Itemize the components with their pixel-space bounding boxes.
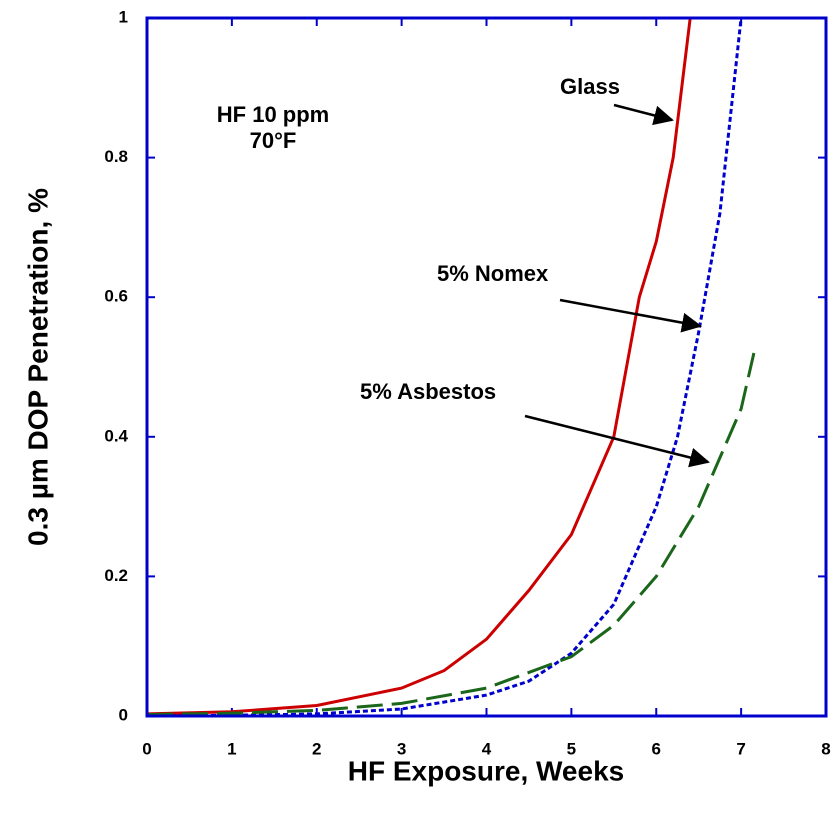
y-tick-label: 0.2 xyxy=(104,566,128,585)
x-tick-label: 8 xyxy=(821,739,830,758)
plot-frame xyxy=(145,16,828,718)
x-tick-label: 7 xyxy=(736,739,745,758)
y-tick-label: 1 xyxy=(119,7,128,26)
annotation: Glass xyxy=(560,74,620,99)
series-line xyxy=(146,352,756,717)
y-tick-label: 0.4 xyxy=(104,426,128,445)
y-tick-label: 0.6 xyxy=(104,287,128,306)
x-tick-label: 2 xyxy=(312,739,321,758)
x-tick-label: 5 xyxy=(567,739,576,758)
annotation: HF 10 ppm xyxy=(217,102,329,127)
x-tick-label: 3 xyxy=(397,739,406,758)
arrow xyxy=(559,298,702,333)
x-tick-label: 6 xyxy=(652,739,661,758)
x-tick-label: 0 xyxy=(142,739,151,758)
x-axis-title: HF Exposure, Weeks xyxy=(348,755,624,786)
y-tick-label: 0.8 xyxy=(104,147,128,166)
arrow xyxy=(524,414,710,468)
annotation: 70°F xyxy=(250,128,297,153)
arrow xyxy=(613,103,674,126)
series-line xyxy=(146,17,692,716)
x-tick-label: 4 xyxy=(482,739,492,758)
y-tick-label: 0 xyxy=(119,705,128,724)
annotation: 5% Asbestos xyxy=(360,379,496,404)
y-axis-title: 0.3 µm DOP Penetration, % xyxy=(22,188,53,546)
annotation: 5% Nomex xyxy=(437,261,549,286)
x-tick-label: 1 xyxy=(227,739,236,758)
